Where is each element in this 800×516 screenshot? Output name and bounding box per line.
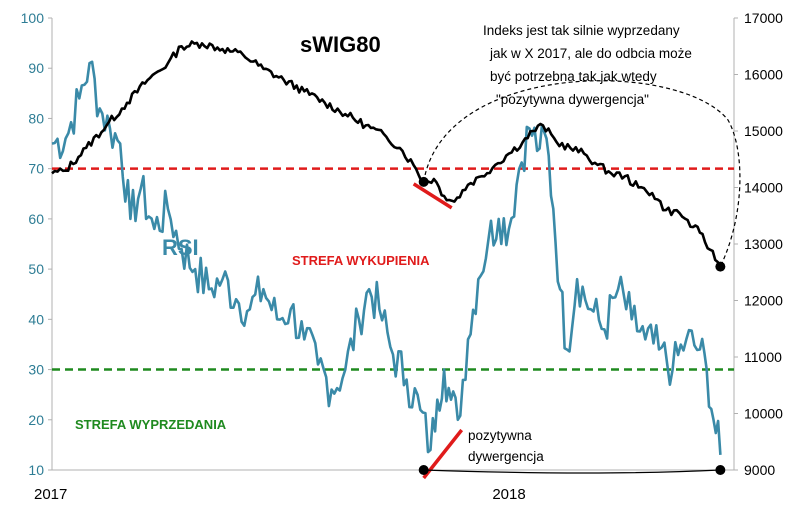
- overbought-zone-label: STREFA WYKUPIENIA: [292, 253, 430, 268]
- annotation-line-1: Indeks jest tak silnie wyprzedany: [483, 23, 680, 38]
- left-axis-tick-label: 40: [28, 311, 44, 327]
- left-axis-tick-label: 50: [28, 261, 44, 277]
- x-axis-tick-label: 2018: [492, 486, 525, 503]
- right-axis-tick-label: 15000: [744, 123, 783, 139]
- rsi-current-point: [715, 465, 726, 475]
- rsi-oct-2017-low-point: [418, 465, 429, 475]
- left-axis-tick-label: 60: [28, 211, 44, 227]
- index-oct-2017-low-point: [418, 176, 429, 187]
- divergence-dashed-arc: [423, 80, 741, 267]
- left-axis-tick-label: 90: [28, 60, 44, 76]
- index-current-point: [715, 261, 726, 272]
- rsi-line: [51, 60, 722, 455]
- annotation-line-3: być potrzebna tak jak wtedy: [490, 69, 657, 84]
- swig80-line: [51, 40, 722, 268]
- rsi-series-label: RSI: [162, 235, 199, 260]
- left-axis-tick-label: 100: [21, 10, 45, 26]
- left-axis-tick-label: 80: [28, 110, 44, 126]
- right-axis-tick-label: 17000: [744, 10, 783, 26]
- right-axis-tick-label: 14000: [744, 180, 783, 196]
- left-axis-tick-label: 10: [28, 462, 44, 478]
- right-axis-tick-label: 9000: [744, 462, 775, 478]
- right-axis-tick-label: 12000: [744, 293, 783, 309]
- right-axis-tick-label: 16000: [744, 67, 783, 83]
- oversold-zone-label: STREFA WYPRZEDANIA: [75, 417, 227, 432]
- x-axis-tick-label: 2017: [34, 486, 67, 503]
- chart-title: sWIG80: [300, 32, 381, 57]
- chart-dynamic-layer: 10 20 30 40 50 60 70 80 90 100 9000 10000 11000 12000…: [21, 10, 784, 503]
- left-axis-tick-label: 70: [28, 161, 44, 177]
- right-axis-tick-label: 11000: [744, 349, 782, 365]
- left-axis-tick-label: 30: [28, 362, 44, 378]
- annotation-line-2: jak w X 2017, ale do odbcia może: [489, 46, 692, 61]
- index-divergence-red-line: [412, 182, 453, 210]
- right-axis-tick-label: 10000: [744, 406, 783, 422]
- annotation-line-4: "pozytywna dywergencja": [496, 92, 649, 107]
- rsi-low-connector-line: [423, 469, 721, 474]
- left-axis-tick-label: 20: [28, 412, 44, 428]
- divergence-label-line-2: dywergencja: [468, 449, 544, 464]
- divergence-label-line-1: pozytywna: [468, 428, 532, 443]
- right-axis-tick-label: 13000: [744, 236, 783, 252]
